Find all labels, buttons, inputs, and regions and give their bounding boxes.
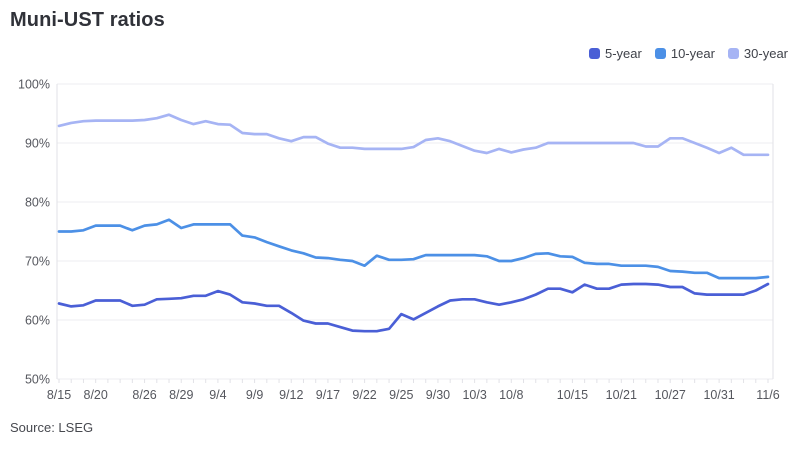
x-tick-label: 9/4 (209, 388, 226, 402)
y-tick-label: 50% (25, 373, 50, 387)
x-tick-label: 8/26 (132, 388, 156, 402)
legend-item-5-year: 5-year (588, 45, 642, 61)
x-tick-label: 9/25 (389, 388, 413, 402)
legend-label-30-year: 30-year (743, 45, 788, 61)
line-chart-svg: 50% 60% 70% 80% 90% 100% 8/15 8/20 8/26 8/29 9/4 9/… (18, 78, 780, 403)
y-tick-label: 70% (25, 255, 50, 269)
y-tick-label: 90% (25, 137, 50, 151)
x-tick-label: 8/15 (47, 388, 71, 402)
x-tick-label: 8/20 (84, 388, 108, 402)
y-tick-label: 100% (18, 78, 50, 92)
series-line-5-year (57, 282, 770, 333)
series-line-10-year (57, 218, 770, 280)
y-tick-label: 80% (25, 196, 50, 210)
legend-swatch-30-year-icon (727, 47, 739, 59)
x-tick-label: 10/8 (499, 388, 523, 402)
line-chart: 50% 60% 70% 80% 90% 100% 8/15 8/20 8/26 8/29 9/4 9/… (0, 76, 800, 416)
legend-item-30-year: 30-year (727, 45, 788, 61)
x-tick-label: 9/12 (279, 388, 303, 402)
chart-legend: 5-year 10-year 30-year (0, 45, 788, 61)
series-line-30-year (57, 113, 770, 157)
y-tick-label: 60% (25, 314, 50, 328)
legend-swatch-5-year-icon (588, 47, 600, 59)
source-note: Source: LSEG (10, 420, 94, 435)
legend-label-5-year: 5-year (604, 45, 642, 61)
x-tick-label: 10/15 (557, 388, 588, 402)
x-tick-label: 8/29 (169, 388, 193, 402)
legend-item-10-year: 10-year (654, 45, 715, 61)
legend-label-10-year: 10-year (670, 45, 715, 61)
legend-swatch-10-year-icon (654, 47, 666, 59)
x-tick-label: 10/21 (606, 388, 637, 402)
x-tick-label: 10/31 (703, 388, 734, 402)
x-tick-label: 10/27 (655, 388, 686, 402)
x-tick-label: 11/6 (756, 388, 779, 402)
x-tick-label: 10/3 (462, 388, 486, 402)
x-tick-label: 9/9 (246, 388, 263, 402)
x-tick-label: 9/22 (352, 388, 376, 402)
x-tick-label: 9/17 (316, 388, 340, 402)
x-tick-label: 9/30 (426, 388, 450, 402)
chart-title: Muni-UST ratios (10, 9, 165, 31)
